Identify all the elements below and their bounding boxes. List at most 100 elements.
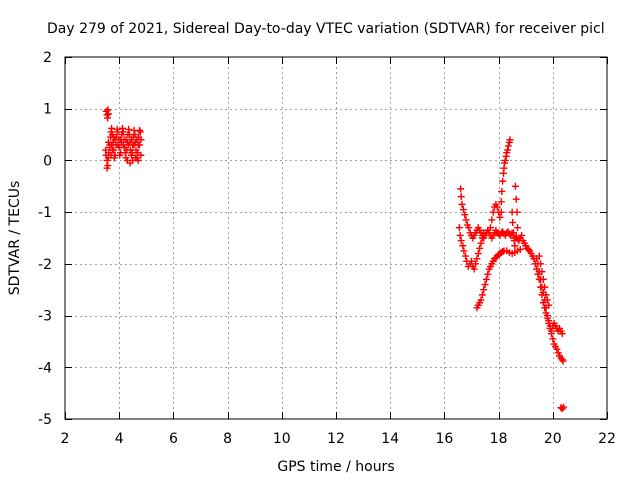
data-point [480, 286, 488, 294]
data-point [107, 151, 115, 159]
data-point [496, 213, 504, 221]
data-point [477, 296, 485, 304]
data-points [102, 106, 568, 413]
y-tick-label: -1 [38, 205, 52, 221]
data-point [462, 252, 470, 260]
y-tick-label: -2 [38, 257, 52, 273]
data-point [499, 177, 507, 185]
data-point [504, 146, 512, 154]
data-point [477, 239, 485, 247]
data-point [462, 216, 470, 224]
data-point [137, 151, 145, 159]
data-point [524, 245, 532, 253]
data-point [543, 312, 551, 320]
data-point [459, 242, 467, 250]
data-point [104, 114, 112, 122]
data-point [543, 296, 551, 304]
data-point [456, 231, 464, 239]
x-tick-label: 2 [61, 431, 70, 447]
x-tick-label: 6 [169, 431, 178, 447]
data-point [546, 322, 554, 330]
data-point [512, 195, 520, 203]
data-point [457, 185, 465, 193]
data-point [459, 206, 467, 214]
y-tick-label: 2 [43, 50, 52, 66]
data-point [458, 200, 466, 208]
data-point [509, 218, 517, 226]
y-tick-label: -3 [38, 309, 52, 325]
data-point [504, 142, 512, 150]
x-tick-label: 20 [544, 431, 562, 447]
x-tick-label: 10 [273, 431, 291, 447]
data-point [473, 255, 481, 263]
data-point [545, 317, 553, 325]
data-point [119, 128, 127, 136]
data-point [474, 250, 482, 258]
y-tick-label: -5 [38, 412, 52, 428]
data-point [511, 182, 519, 190]
data-point [136, 128, 144, 136]
data-point [460, 247, 468, 255]
data-point [553, 345, 561, 353]
data-point [497, 198, 505, 206]
data-point [104, 110, 112, 118]
data-point [538, 268, 546, 276]
data-point [516, 245, 524, 253]
data-point [558, 356, 566, 364]
data-point [547, 330, 555, 338]
x-tick-label: 14 [381, 431, 399, 447]
data-point [484, 270, 492, 278]
y-axis-label: SDTVAR / TECUs [7, 181, 23, 296]
data-point [539, 275, 547, 283]
data-point [131, 131, 139, 139]
x-tick-label: 8 [223, 431, 232, 447]
x-tick-label: 18 [490, 431, 508, 447]
data-point [482, 275, 490, 283]
data-point [136, 141, 144, 149]
data-point [558, 330, 566, 338]
data-point [549, 335, 557, 343]
data-point [514, 224, 522, 232]
data-point [535, 252, 543, 260]
data-point [104, 162, 112, 170]
data-point [125, 125, 133, 133]
data-point [118, 124, 126, 132]
data-point [480, 229, 488, 237]
x-tick-label: 16 [435, 431, 453, 447]
data-point [486, 224, 494, 232]
data-point [465, 224, 473, 232]
data-point [513, 208, 521, 216]
data-point [554, 349, 562, 357]
data-point [558, 405, 566, 413]
data-point [537, 260, 545, 268]
data-point [457, 237, 465, 245]
data-point [468, 257, 475, 265]
x-tick-label: 12 [327, 431, 345, 447]
data-point [493, 203, 501, 211]
x-tick-label: 4 [115, 431, 124, 447]
data-point [108, 141, 116, 149]
y-tick-label: -4 [38, 360, 52, 376]
data-point [488, 216, 496, 224]
data-point [498, 187, 506, 195]
data-point [470, 265, 478, 273]
data-point [559, 357, 567, 365]
data-point [481, 281, 489, 289]
x-axis-label: GPS time / hours [277, 459, 394, 475]
data-point [501, 156, 509, 164]
data-point [108, 124, 116, 132]
x-tick-label: 22 [598, 431, 616, 447]
data-point [560, 403, 568, 411]
data-point [478, 291, 486, 299]
data-point [455, 224, 463, 232]
data-point [110, 133, 118, 141]
data-point [478, 234, 486, 242]
data-point [510, 229, 518, 237]
data-point [136, 126, 144, 134]
chart-title: Day 279 of 2021, Sidereal Day-to-day VTE… [47, 21, 605, 37]
data-point [545, 301, 553, 309]
data-point [461, 211, 469, 219]
